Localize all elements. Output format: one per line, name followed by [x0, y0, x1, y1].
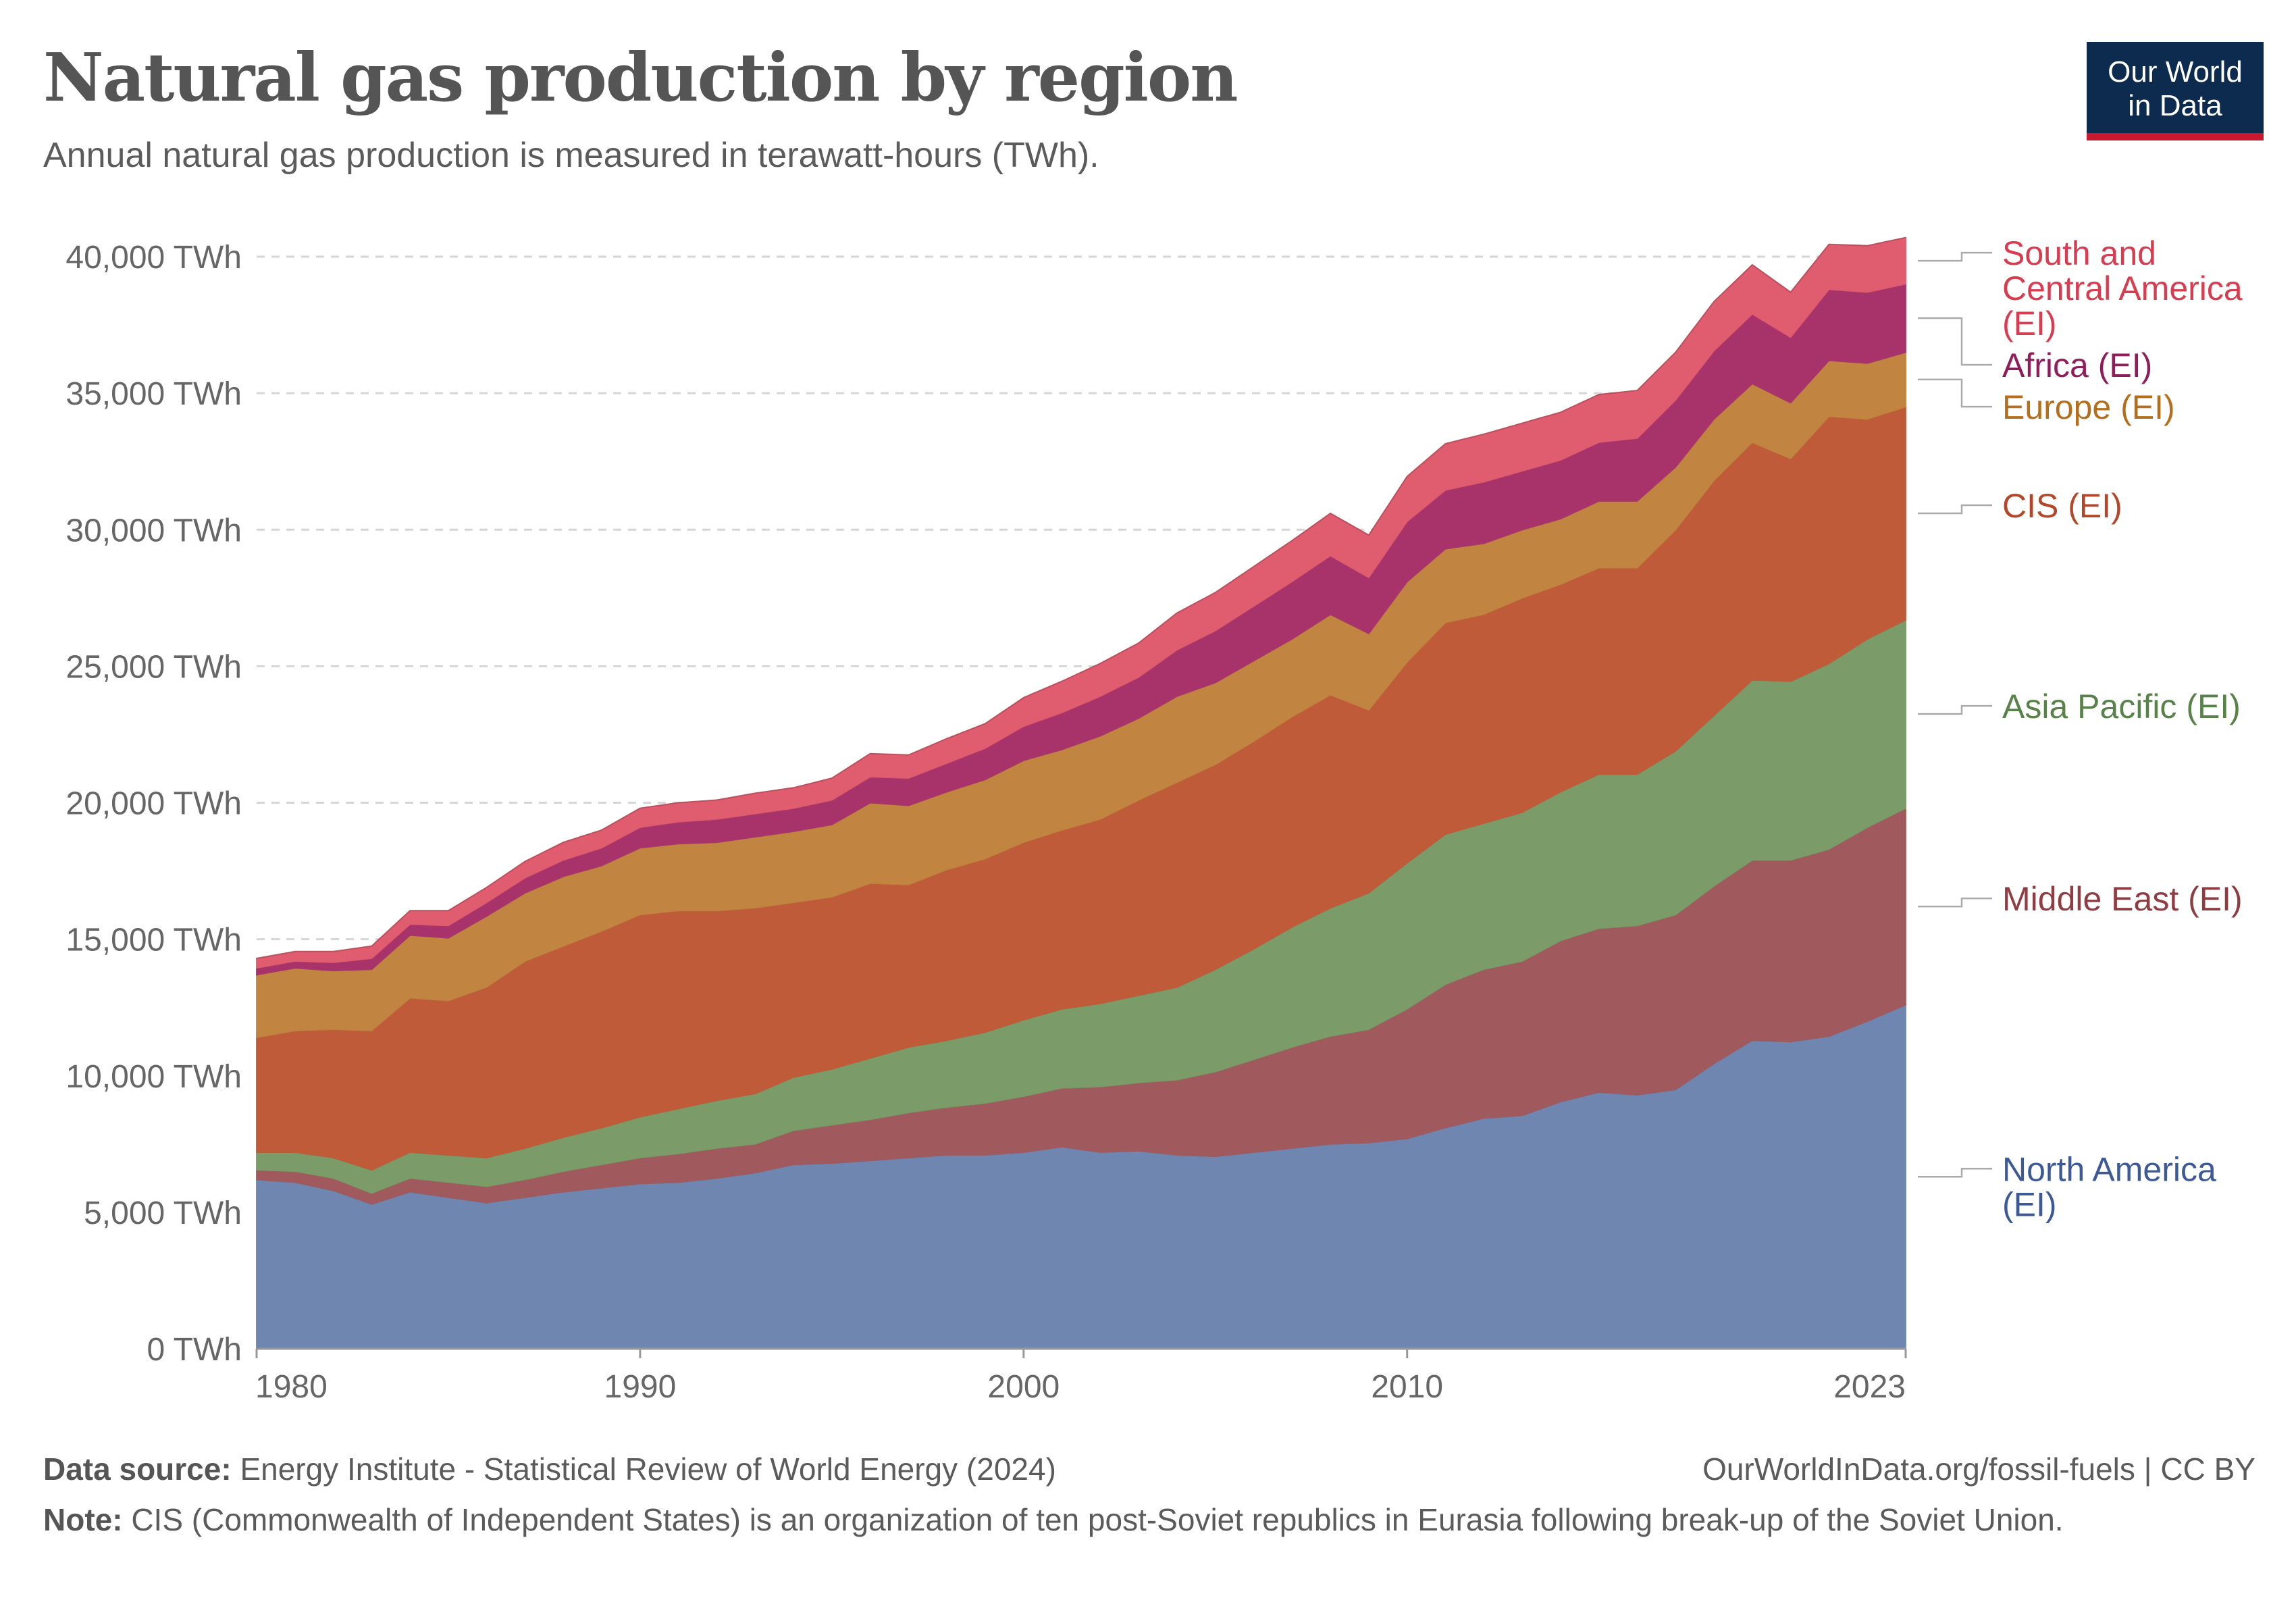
chart-title: Natural gas production by region: [43, 39, 1238, 117]
area-chart: 0 TWh 5,000 TWh 10,000 TWh 15,000 TWh 20,000…: [66, 234, 2243, 1405]
series-label-5[interactable]: Africa (EI): [2002, 346, 2152, 384]
series-label-0[interactable]: North America (EI): [2002, 1150, 2216, 1223]
label-connector: [1918, 251, 1992, 262]
series-label-line: North America: [2002, 1150, 2216, 1188]
x-tick-label: 2023: [1833, 1369, 1906, 1405]
label-connector: [1918, 704, 1992, 715]
label-connector: [1918, 504, 1992, 515]
series-label-3[interactable]: CIS (EI): [2002, 487, 2122, 525]
chart-subtitle: Annual natural gas production is measure…: [43, 136, 1099, 175]
y-tick-label: 25,000 TWh: [66, 649, 242, 685]
data-source-text: Energy Institute - Statistical Review of…: [240, 1451, 1056, 1487]
series-label-line: Europe (EI): [2002, 388, 2175, 426]
series-label-2[interactable]: Asia Pacific (EI): [2002, 688, 2241, 725]
source-url-link[interactable]: OurWorldInData.org/fossil-fuels | CC BY: [1702, 1451, 2255, 1487]
label-connector: [1918, 1168, 1992, 1178]
series-label-line: (EI): [2002, 1185, 2057, 1223]
data-source-label: Data source:: [43, 1451, 232, 1487]
series-label-line: South and: [2002, 234, 2156, 272]
area-series-6[interactable]: [256, 236, 1906, 969]
series-label-6[interactable]: South and Central America (EI): [2002, 234, 2243, 342]
chart-note: Note: CIS (Commonwealth of Independent S…: [43, 1496, 2238, 1543]
note-label: Note:: [43, 1502, 123, 1537]
series-label-line: CIS (EI): [2002, 487, 2122, 525]
logo-line-1: Our World: [2108, 55, 2243, 88]
x-tick-label: 2000: [987, 1369, 1060, 1405]
series-label-1[interactable]: Middle East (EI): [2002, 880, 2243, 918]
label-connector: [1918, 317, 1992, 366]
y-tick-label: 35,000 TWh: [66, 376, 242, 412]
y-tick-label: 5,000 TWh: [84, 1195, 242, 1231]
stacked-areas: [256, 236, 1906, 1349]
area-series-edge: [256, 236, 1906, 959]
series-label-4[interactable]: Europe (EI): [2002, 388, 2175, 426]
logo-line-2: in Data: [2128, 89, 2222, 122]
x-tick-label: 1980: [255, 1369, 328, 1405]
series-label-line: Central America: [2002, 269, 2243, 307]
data-source: Data source: Energy Institute - Statisti…: [43, 1445, 1056, 1493]
series-label-line: (EI): [2002, 305, 2057, 342]
series-label-line: Middle East (EI): [2002, 880, 2243, 918]
y-tick-label: 15,000 TWh: [66, 923, 242, 958]
label-connector: [1918, 378, 1992, 408]
y-tick-label: 10,000 TWh: [66, 1059, 242, 1095]
note-text: CIS (Commonwealth of Independent States)…: [131, 1502, 2064, 1537]
series-label-line: Asia Pacific (EI): [2002, 688, 2241, 725]
series-labels: South and Central America (EI)Africa (EI)E…: [1918, 234, 2243, 1223]
y-tick-label: 30,000 TWh: [66, 513, 242, 548]
x-tick-label: 1990: [604, 1369, 677, 1405]
series-label-line: Africa (EI): [2002, 346, 2152, 384]
y-tick-label: 0 TWh: [147, 1332, 242, 1368]
y-tick-label: 20,000 TWh: [66, 786, 242, 822]
x-tick-label: 2010: [1371, 1369, 1443, 1405]
label-connector: [1918, 897, 1992, 908]
owid-logo[interactable]: Our World in Data: [2087, 42, 2264, 140]
axes: 0 TWh 5,000 TWh 10,000 TWh 15,000 TWh 20,000…: [66, 240, 1907, 1405]
y-tick-label: 40,000 TWh: [66, 240, 242, 276]
